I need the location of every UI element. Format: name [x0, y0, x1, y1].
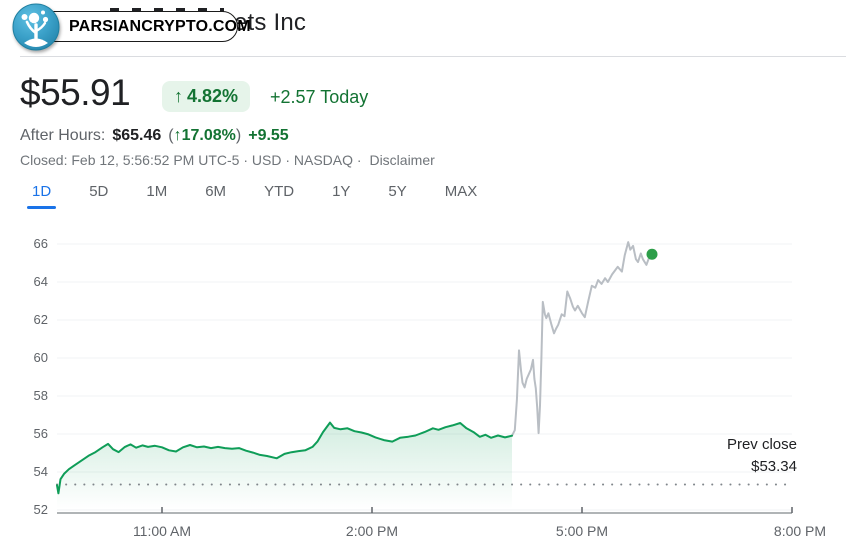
tab-max[interactable]: MAX	[444, 183, 478, 200]
chart-canvas	[56, 241, 793, 514]
market-status-row: Closed: Feb 12, 5:56:52 PM UTC-5 · USD ·…	[20, 152, 435, 168]
latest-price-dot	[646, 248, 658, 260]
regular-hours-line	[56, 421, 513, 495]
obscured-title-letter-tops	[110, 8, 224, 13]
after-hours-row: After Hours: $65.46 (↑17.08%) +9.55	[20, 127, 289, 145]
after-hours-percent-group: (↑17.08%)	[168, 127, 242, 144]
range-tabs: 1D 5D 1M 6M YTD 1Y 5Y MAX	[26, 183, 479, 209]
y-axis-label: 58	[33, 388, 48, 403]
up-arrow-icon: ↑	[173, 127, 182, 144]
after-hours-percent: 17.08%	[181, 127, 236, 144]
market-status-text: Closed: Feb 12, 5:56:52 PM UTC-5 · USD ·…	[20, 152, 362, 168]
up-arrow-icon: ↑	[174, 86, 183, 106]
tab-1d[interactable]: 1D	[26, 183, 57, 209]
change-percent-badge: ↑ 4.82%	[162, 81, 251, 112]
y-axis-label: 56	[33, 426, 48, 441]
tab-6m[interactable]: 6M	[205, 183, 227, 200]
header-divider	[20, 56, 846, 57]
after-hours-change: +9.55	[248, 127, 289, 144]
y-axis-label: 54	[33, 464, 48, 479]
tab-5d[interactable]: 5D	[89, 183, 109, 200]
area-fill	[57, 422, 512, 508]
change-percent: 4.82%	[187, 86, 239, 106]
tab-ytd[interactable]: YTD	[264, 183, 295, 200]
x-axis-label: 5:00 PM	[555, 523, 609, 539]
prev-close-value: $53.34	[751, 458, 797, 475]
company-title: ets Inc	[234, 9, 307, 36]
prev-close-label: Prev close	[726, 436, 797, 453]
y-axis-label: 52	[33, 502, 48, 517]
sprout-tree-icon	[12, 3, 60, 51]
x-axis-label: 11:00 AM	[132, 523, 192, 539]
after-hours-price: $65.46	[112, 127, 162, 144]
after-hours-line	[511, 241, 653, 437]
watermark-badge: PARSIANCRYPTO.COM	[34, 11, 251, 42]
tab-5y[interactable]: 5Y	[388, 183, 407, 200]
page-header: ets Inc PARSIANCRYPTO.COM	[0, 0, 846, 57]
x-axis-label: 2:00 PM	[345, 523, 399, 539]
watermark-text: PARSIANCRYPTO.COM	[69, 17, 251, 35]
y-axis-label: 60	[33, 350, 48, 365]
tab-1m[interactable]: 1M	[146, 183, 168, 200]
current-price: $55.91	[20, 72, 131, 113]
y-axis-label: 64	[33, 274, 48, 289]
prev-close-annotation: Prev close $53.34	[727, 434, 797, 478]
disclaimer-link[interactable]: Disclaimer	[369, 152, 435, 168]
change-today: +2.57 Today	[270, 87, 369, 107]
x-axis-label: 8:00 PM	[773, 523, 827, 539]
price-chart[interactable]: 66 64 62 60 58 56 54 52 11:00 AM 2:00 PM 5:00 PM 8…	[0, 220, 846, 550]
after-hours-label: After Hours:	[20, 127, 106, 144]
tab-1y[interactable]: 1Y	[332, 183, 351, 200]
y-axis-label: 62	[33, 312, 48, 327]
y-axis-label: 66	[33, 236, 48, 251]
